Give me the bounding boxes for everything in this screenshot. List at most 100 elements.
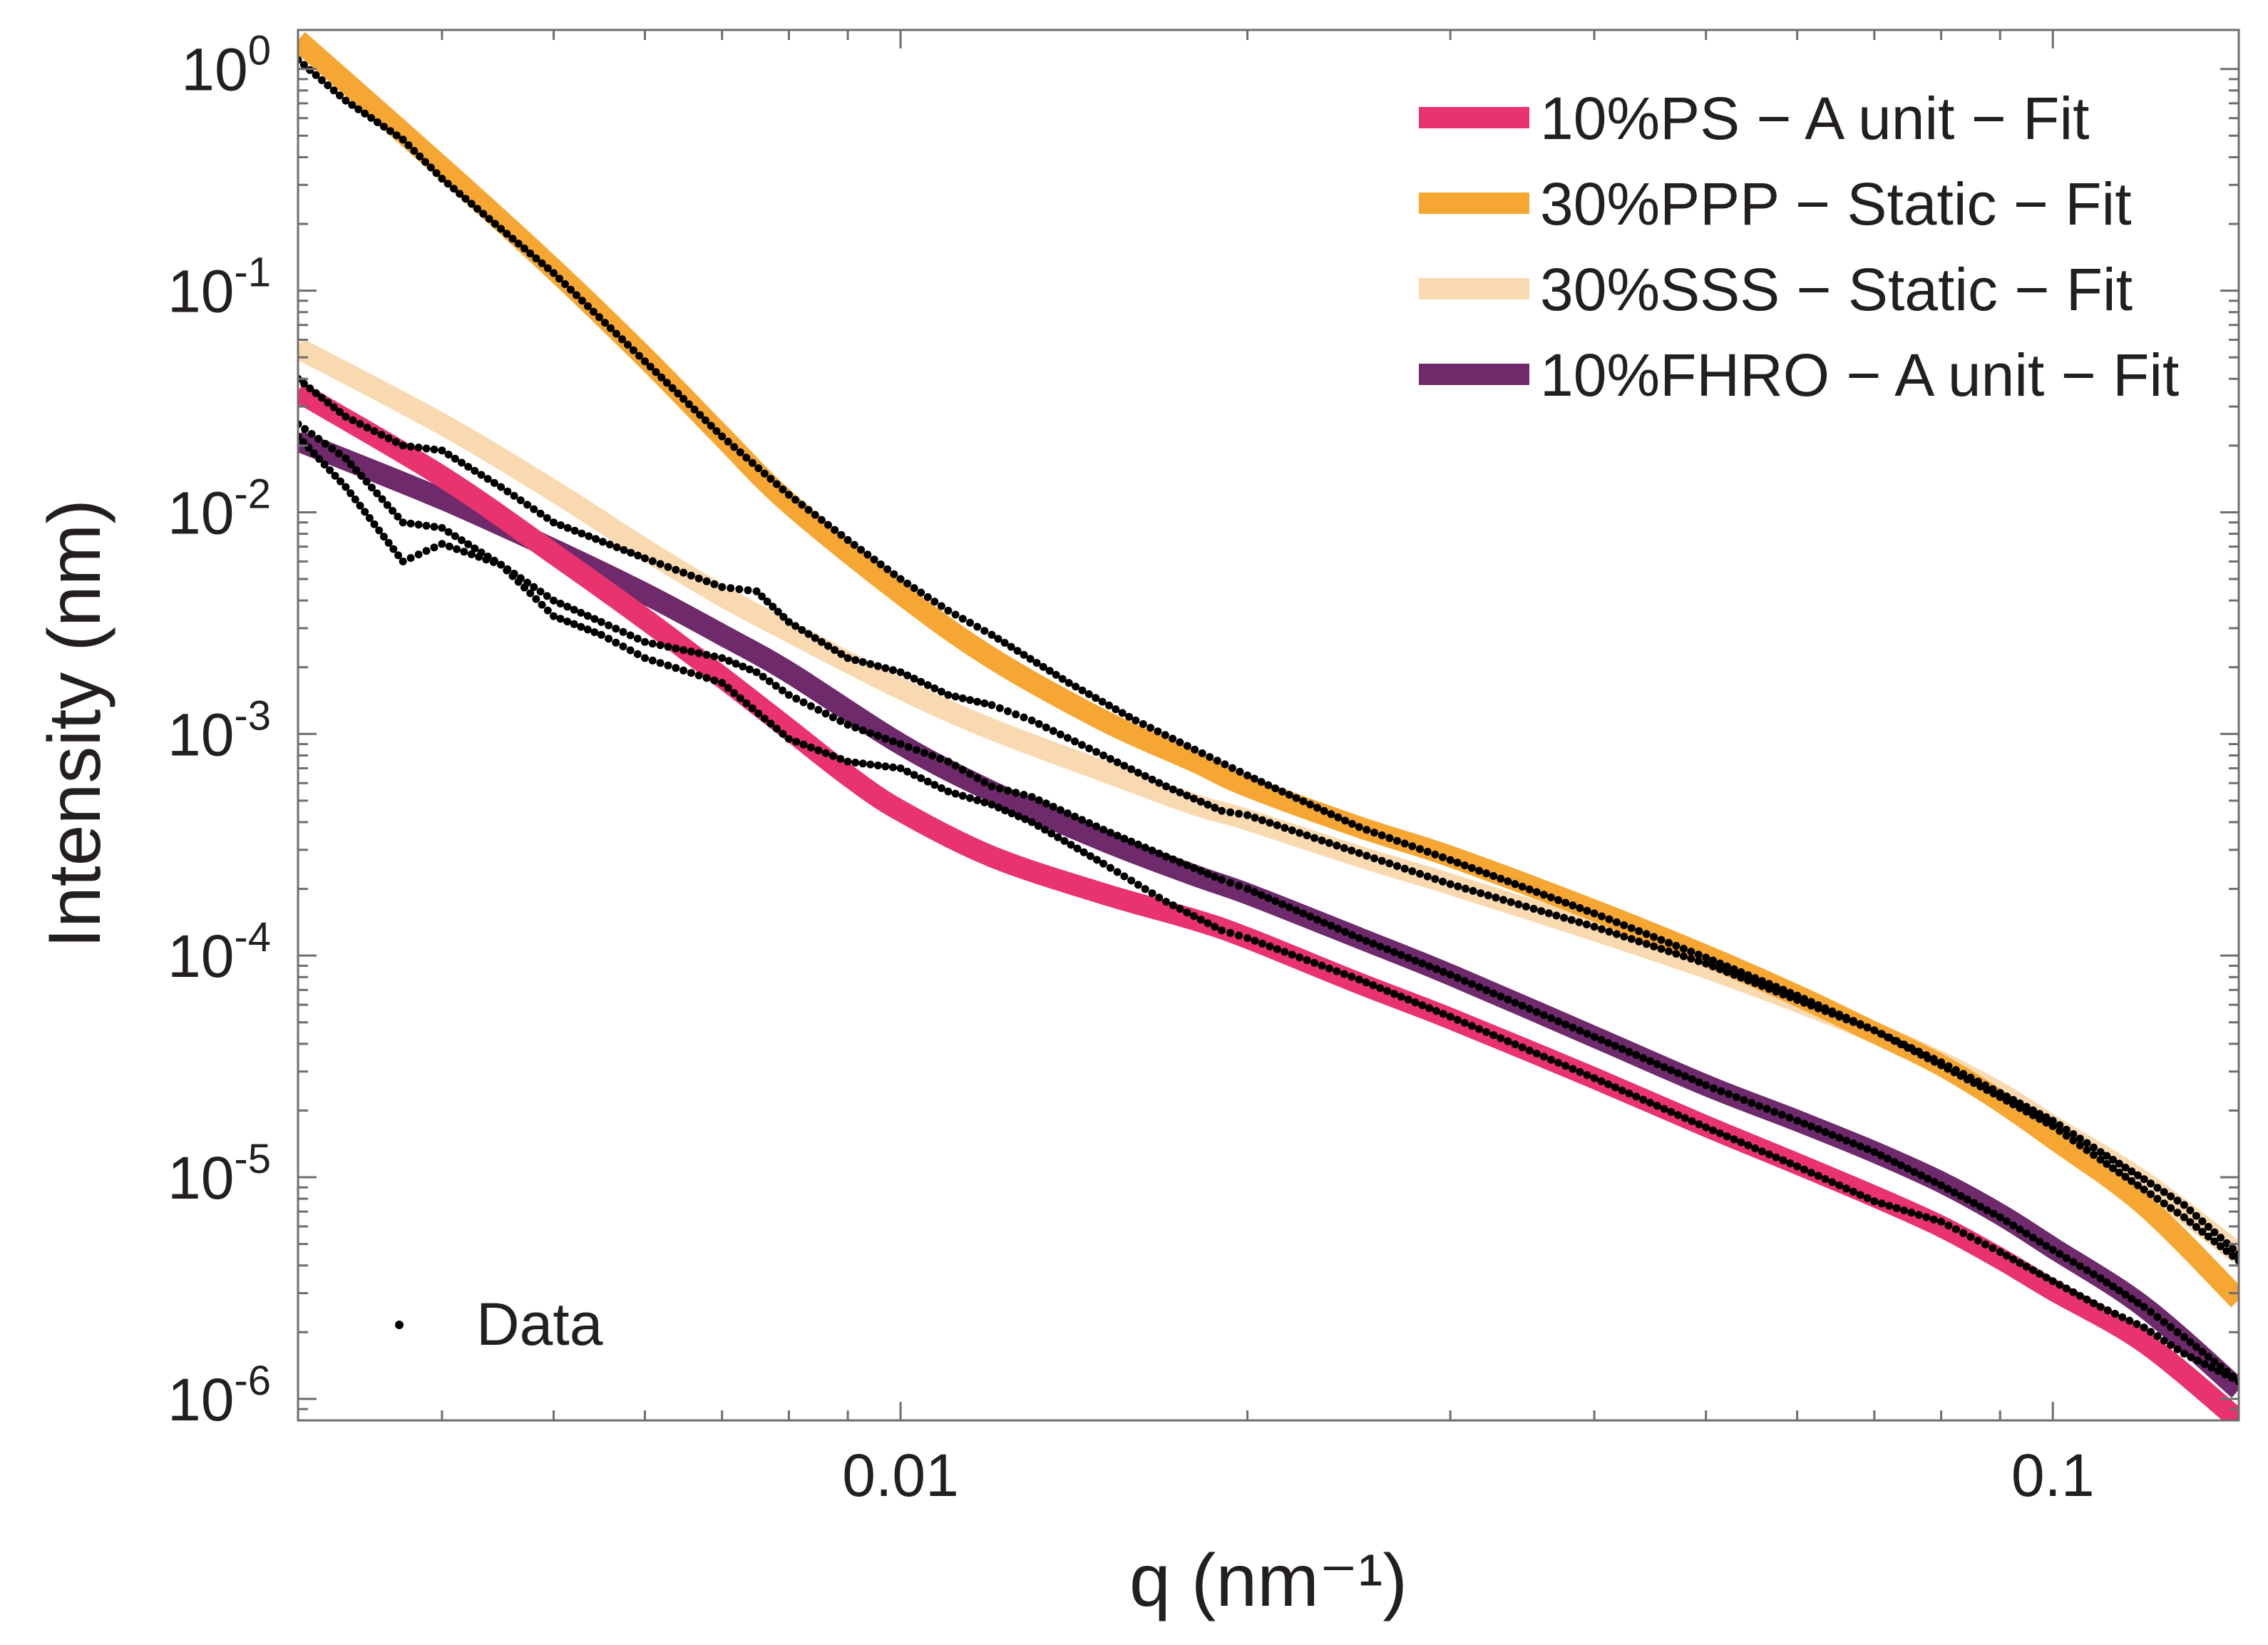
data-point (724, 684, 732, 692)
data-point (1723, 962, 1731, 970)
data-point (342, 483, 350, 491)
data-point (373, 489, 381, 498)
data-point (710, 652, 719, 661)
data-point (497, 225, 506, 233)
data-point (1363, 826, 1371, 834)
data-point (1687, 955, 1695, 963)
data-point (1105, 701, 1113, 709)
data-point (1674, 1111, 1682, 1119)
data-point (1679, 945, 1688, 953)
data-point (464, 463, 473, 471)
data-point (2210, 1237, 2219, 1246)
data-point (1870, 1197, 1879, 1206)
data-point (966, 618, 974, 627)
data-point (1049, 802, 1057, 811)
data-point (694, 574, 703, 583)
data-point (2160, 1336, 2168, 1345)
data-point (2147, 1328, 2155, 1336)
data-point (1056, 730, 1064, 739)
data-point (1221, 760, 1229, 769)
data-point (710, 676, 719, 685)
data-point (1288, 950, 1296, 959)
data-point (1084, 690, 1093, 698)
data-point (2217, 1234, 2225, 1242)
data-point (917, 677, 925, 686)
data-series-30-sss-static-fit (298, 374, 2239, 1259)
data-point (1120, 762, 1129, 770)
data-point (1106, 829, 1114, 837)
data-point (1681, 1072, 1689, 1080)
data-point (1849, 1139, 1857, 1148)
data-point (567, 285, 575, 294)
data-point (646, 362, 655, 371)
data-point (958, 766, 967, 774)
data-point (2192, 1211, 2200, 1220)
data-point (1970, 1199, 1978, 1207)
data-point (2029, 1106, 2037, 1114)
data-point (995, 784, 1004, 793)
data-point (1118, 709, 1127, 717)
data-point (1639, 1054, 1648, 1062)
data-point (1635, 937, 1643, 946)
data-point (1058, 675, 1067, 683)
data-point (2207, 1363, 2216, 1372)
data-point (843, 720, 852, 729)
data-point (1489, 989, 1498, 998)
data-point (1431, 850, 1440, 859)
data-point (1190, 794, 1198, 803)
data-point (1191, 745, 1199, 754)
data-point (543, 264, 552, 272)
y-tick-label: 10-3 (168, 692, 271, 768)
data-point (1620, 921, 1628, 929)
data-point (1393, 862, 1401, 871)
data-point (1064, 679, 1073, 687)
data-point (2003, 1092, 2011, 1101)
data-point (1204, 801, 1212, 809)
data-point (1793, 996, 1802, 1004)
data-point (2109, 1156, 2118, 1164)
data-point (1929, 1215, 1938, 1224)
data-point (742, 699, 751, 707)
data-point (422, 444, 431, 453)
data-point (2056, 1281, 2064, 1289)
data-point (317, 394, 326, 402)
data-point (1453, 859, 1462, 867)
data-point (1446, 880, 1454, 888)
data-point (656, 560, 665, 568)
data-point (1737, 968, 1745, 976)
data-point (1611, 1042, 1619, 1050)
data-point (2217, 1363, 2225, 1371)
data-point (1258, 816, 1266, 824)
data-point (980, 699, 989, 707)
data-point (2133, 1171, 2142, 1179)
data-point (520, 245, 528, 252)
data-point (2210, 1228, 2219, 1236)
data-point (1779, 1156, 1787, 1164)
data-point (1625, 1047, 1633, 1056)
data-point (2198, 1348, 2207, 1356)
data-point (530, 583, 538, 591)
data-point (1071, 812, 1079, 821)
data-point (1042, 799, 1050, 808)
data-point (1569, 1023, 1577, 1032)
data-point (912, 746, 920, 754)
data-point (592, 535, 600, 543)
data-point (1190, 864, 1198, 872)
data-point (641, 357, 649, 366)
legend-label-30-ppp-static-fit: 30%PPP − Static − Fit (1540, 170, 2132, 237)
legend-label-10-ps-a-unit-fit: 10%PS − A unit − Fit (1540, 85, 2089, 152)
data-point (873, 762, 882, 769)
data-point (1127, 765, 1136, 774)
data-point (426, 163, 435, 172)
data-point (1204, 919, 1212, 928)
data-point (1235, 809, 1243, 818)
data-point (467, 200, 476, 208)
data-point (1273, 945, 1281, 953)
data-point (1950, 1188, 1959, 1196)
data-point (1176, 788, 1184, 796)
data-point (836, 717, 845, 725)
data-point (299, 61, 308, 69)
data-point (1228, 764, 1236, 772)
data-point (1154, 727, 1162, 736)
data-point (414, 550, 423, 559)
